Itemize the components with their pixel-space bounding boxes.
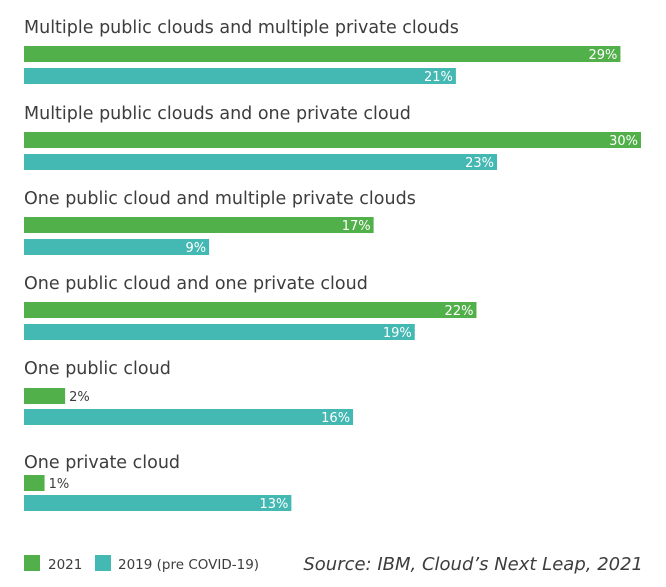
category-label: One private cloud (24, 453, 180, 473)
category-label: One public cloud (24, 359, 171, 379)
data-label: 1% (49, 477, 70, 492)
bar (24, 154, 498, 170)
legend-label: 2021 (48, 557, 82, 573)
data-label: 13% (259, 497, 288, 512)
category-label: One public cloud and multiple private cl… (24, 189, 416, 209)
bar (24, 46, 621, 62)
legend-swatch-2019 (95, 555, 111, 571)
data-label: 22% (445, 304, 474, 319)
bar (24, 302, 477, 318)
bar (24, 217, 374, 233)
category-label: Multiple public clouds and one private c… (24, 104, 411, 124)
bar (24, 132, 641, 148)
data-label: 29% (589, 48, 618, 63)
data-label: 19% (383, 326, 412, 341)
bar (24, 409, 354, 425)
data-label: 9% (185, 241, 206, 256)
legend-swatch-2021 (24, 555, 40, 571)
bar (24, 239, 210, 255)
bar (24, 324, 415, 340)
data-label: 30% (609, 134, 638, 149)
legend-label: 2019 (pre COVID-19) (118, 557, 259, 573)
data-label: 16% (321, 411, 350, 426)
data-label: 2% (69, 390, 90, 405)
data-label: 17% (342, 219, 371, 234)
bar (24, 388, 66, 404)
category-label: Multiple public clouds and multiple priv… (24, 18, 459, 38)
data-label: 23% (465, 156, 494, 171)
bar (24, 475, 45, 491)
bar (24, 68, 456, 84)
bar (24, 495, 292, 511)
category-label: One public cloud and one private cloud (24, 274, 368, 294)
data-label: 21% (424, 70, 453, 85)
source-note: Source: IBM, Cloud’s Next Leap, 2021 (303, 554, 643, 575)
